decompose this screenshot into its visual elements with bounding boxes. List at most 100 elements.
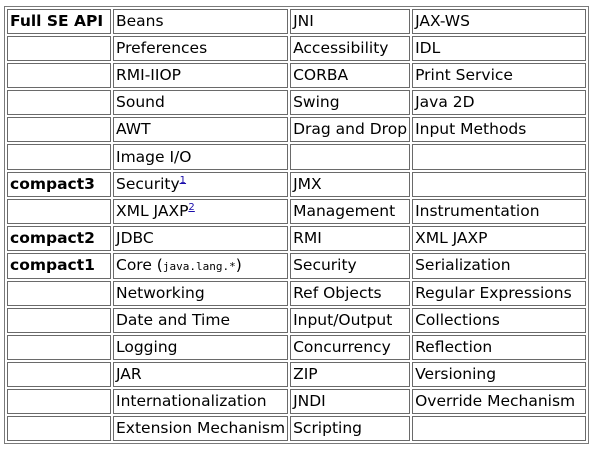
profile-label: [7, 198, 111, 224]
api-name: CORBA: [293, 66, 349, 85]
api-name: Image I/O: [116, 147, 192, 166]
api-cell: AWT: [113, 117, 289, 143]
table-row: Full SE API Beans JNI JAX-WS: [7, 9, 587, 35]
api-cell: [412, 144, 587, 170]
table-row: compact1 Core (java.lang.*) Security Serial…: [7, 252, 587, 279]
api-name: Security: [116, 174, 180, 193]
api-cell: Security1: [113, 171, 289, 197]
api-cell: [412, 416, 587, 442]
profile-label: compact1: [7, 252, 111, 279]
api-name: Print Service: [415, 66, 513, 85]
api-name: Drag and Drop: [293, 120, 408, 139]
api-name: Core (: [116, 255, 163, 274]
api-name: Serialization: [415, 256, 511, 275]
api-name: JMX: [293, 174, 322, 193]
api-name: JAX-WS: [415, 12, 470, 31]
api-name: Date and Time: [116, 310, 230, 329]
profile-label: [7, 389, 111, 415]
table-row: Sound Swing Java 2D: [7, 90, 587, 116]
footnote-link[interactable]: 1: [179, 174, 187, 186]
api-cell: JAX-WS: [412, 9, 587, 35]
api-cell: RMI-IIOP: [113, 63, 289, 89]
api-cell: JNI: [290, 9, 411, 35]
api-cell: Concurrency: [290, 335, 411, 361]
table-row: Preferences Accessibility IDL: [7, 36, 587, 62]
api-name: Concurrency: [293, 338, 391, 357]
api-cell: Swing: [290, 90, 411, 116]
api-cell: Override Mechanism: [412, 389, 587, 415]
profile-label: [7, 280, 111, 306]
api-name: Instrumentation: [415, 201, 540, 220]
table-row: compact2 JDBC RMI XML JAXP: [7, 225, 587, 251]
api-cell: Collections: [412, 307, 587, 334]
api-cell: Ref Objects: [290, 280, 411, 306]
table-row: compact3 Security1 JMX: [7, 171, 587, 197]
profile-label: [7, 362, 111, 388]
api-cell: Regular Expressions: [412, 280, 587, 306]
api-cell: Security: [290, 252, 411, 279]
profile-label: compact3: [7, 171, 111, 197]
api-cell: Java 2D: [412, 90, 587, 116]
api-cell: Versioning: [412, 362, 587, 388]
table-row: Date and Time Input/Output Collections: [7, 307, 587, 334]
api-cell: Core (java.lang.*): [113, 252, 289, 279]
api-cell: JNDI: [290, 389, 411, 415]
api-name: RMI: [293, 228, 322, 247]
api-cell: XML JAXP: [412, 225, 587, 251]
table-row: JAR ZIP Versioning: [7, 362, 587, 388]
table-row: Networking Ref Objects Regular Expressions: [7, 280, 587, 306]
api-name: Collections: [415, 310, 500, 329]
table-row: AWT Drag and Drop Input Methods: [7, 117, 587, 143]
api-cell: Internationalization: [113, 389, 289, 415]
api-cell: XML JAXP2: [113, 198, 289, 224]
api-name: Preferences: [116, 39, 208, 58]
api-name: Logging: [116, 338, 178, 357]
table-row: XML JAXP2 Management Instrumentation: [7, 198, 587, 224]
profile-label: [7, 335, 111, 361]
api-name: Networking: [116, 283, 205, 302]
profile-label: [7, 144, 111, 170]
api-name: JNI: [293, 12, 314, 31]
api-cell: [290, 144, 411, 170]
api-name: Ref Objects: [293, 283, 382, 302]
api-name: Override Mechanism: [415, 392, 576, 411]
api-name: Java 2D: [415, 93, 475, 112]
api-name: XML JAXP: [116, 201, 189, 220]
footnote-link[interactable]: 2: [188, 201, 195, 213]
table-row: Extension Mechanism Scripting: [7, 416, 587, 442]
api-cell: Image I/O: [113, 144, 289, 170]
api-name: XML JAXP: [415, 228, 488, 247]
api-name: RMI-IIOP: [116, 66, 181, 85]
api-name: AWT: [116, 120, 151, 139]
java-se-profiles-table: Full SE API Beans JNI JAX-WS Preferences Acce…: [4, 6, 590, 445]
profile-label: compact2: [7, 225, 111, 251]
api-name: JNDI: [293, 392, 326, 411]
api-name: Reflection: [415, 338, 493, 357]
api-cell: Print Service: [412, 63, 587, 89]
api-cell: Logging: [113, 335, 289, 361]
api-name: Security: [293, 256, 357, 275]
api-cell: RMI: [290, 225, 411, 251]
api-name: JDBC: [116, 228, 154, 247]
profile-label: [7, 63, 111, 89]
api-cell: Input/Output: [290, 307, 411, 334]
api-cell: Accessibility: [290, 36, 411, 62]
api-name: Input/Output: [293, 310, 393, 329]
profile-label: [7, 416, 111, 442]
profile-label: Full SE API: [7, 9, 111, 35]
table-row: Image I/O: [7, 144, 587, 170]
profile-label: [7, 36, 111, 62]
api-name: Regular Expressions: [415, 283, 572, 302]
api-table-container: Full SE API Beans JNI JAX-WS Preferences Acce…: [4, 6, 590, 445]
api-name: Input Methods: [415, 120, 527, 139]
api-name: Swing: [293, 93, 340, 112]
table-row: RMI-IIOP CORBA Print Service: [7, 63, 587, 89]
api-name: Accessibility: [293, 39, 389, 58]
api-name-suffix: ): [235, 255, 242, 274]
api-cell: JDBC: [113, 225, 289, 251]
api-cell: Beans: [113, 9, 289, 35]
api-cell: Reflection: [412, 335, 587, 361]
api-cell: Date and Time: [113, 307, 289, 334]
api-cell: [412, 171, 587, 197]
package-code: java.lang.*: [162, 259, 236, 273]
